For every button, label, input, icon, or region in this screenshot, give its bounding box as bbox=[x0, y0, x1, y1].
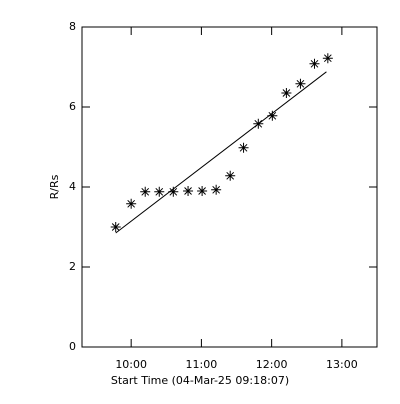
x-tick-label: 13:00 bbox=[326, 358, 358, 371]
data-point bbox=[110, 222, 121, 232]
data-point bbox=[168, 186, 179, 197]
data-point bbox=[126, 198, 137, 209]
data-point bbox=[154, 186, 165, 197]
fit-line bbox=[115, 71, 327, 234]
data-point bbox=[322, 53, 333, 64]
data-point bbox=[309, 58, 320, 69]
x-tick-label: 10:00 bbox=[115, 358, 147, 371]
data-point bbox=[267, 110, 278, 121]
data-point bbox=[211, 184, 222, 195]
data-point bbox=[281, 88, 292, 98]
data-point bbox=[238, 142, 249, 153]
y-tick-label: 8 bbox=[69, 20, 76, 33]
data-point bbox=[225, 170, 236, 181]
data-point bbox=[295, 78, 306, 89]
data-point bbox=[197, 186, 208, 196]
data-point bbox=[183, 186, 194, 196]
y-tick-label: 2 bbox=[69, 260, 76, 273]
y-tick-label: 0 bbox=[69, 340, 76, 353]
y-tick-label: 6 bbox=[69, 100, 76, 113]
x-axis-label: Start Time (04-Mar-25 09:18:07) bbox=[111, 374, 289, 387]
y-axis-label: R/Rs bbox=[48, 174, 61, 199]
plot-frame bbox=[81, 26, 378, 348]
x-tick-label: 12:00 bbox=[256, 358, 288, 371]
x-tick-label: 11:00 bbox=[186, 358, 218, 371]
y-tick-label: 4 bbox=[69, 180, 76, 193]
data-point bbox=[140, 186, 151, 197]
